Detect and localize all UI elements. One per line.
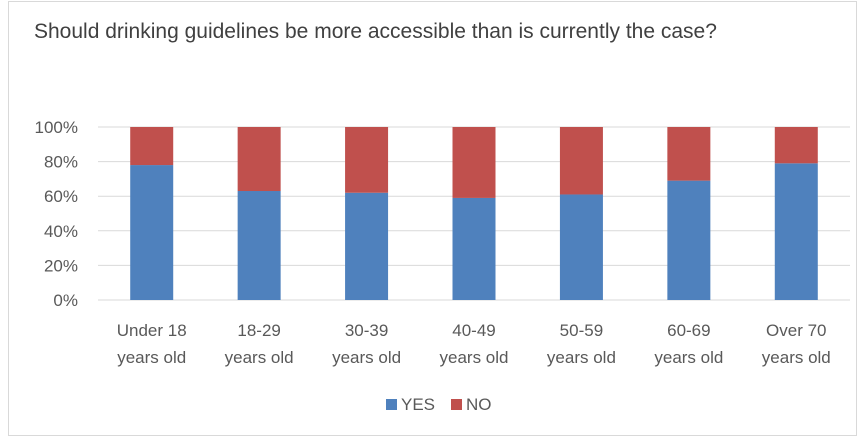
bar-yes (667, 180, 711, 300)
y-tick-label: 100% (35, 118, 78, 137)
y-tick-label: 40% (44, 222, 78, 241)
legend-label-yes: YES (401, 395, 435, 414)
bar-yes (130, 165, 174, 300)
legend: YES NO (386, 395, 492, 414)
x-tick-label: years old (440, 348, 509, 367)
bar-no (774, 127, 818, 164)
x-tick-label: years old (547, 348, 616, 367)
bar-yes (345, 192, 389, 300)
bar-yes (774, 163, 818, 300)
bar-no (237, 127, 281, 192)
bar-yes (559, 194, 603, 300)
y-tick-label: 60% (44, 187, 78, 206)
x-tick-label: 30-39 (345, 321, 388, 340)
x-axis-ticks: Under 18 years old 18-29 years old 30-39 year… (117, 321, 831, 367)
bar-yes (237, 191, 281, 300)
x-tick-label: 18-29 (237, 321, 280, 340)
x-tick-label: years old (225, 348, 294, 367)
x-tick-label: years old (762, 348, 831, 367)
x-tick-label: years old (117, 348, 186, 367)
bar-no (345, 127, 389, 193)
x-tick-label: years old (332, 348, 401, 367)
bar-no (667, 127, 711, 181)
y-tick-label: 0% (53, 291, 78, 310)
bar-no (559, 127, 603, 195)
y-tick-label: 80% (44, 153, 78, 172)
x-tick-label: years old (654, 348, 723, 367)
x-tick-label: 60-69 (667, 321, 710, 340)
y-axis-ticks: 0% 20% 40% 60% 80% 100% (35, 118, 78, 310)
bar-yes (452, 197, 496, 300)
legend-swatch-no (451, 399, 462, 410)
x-tick-label: 40-49 (452, 321, 495, 340)
legend-swatch-yes (386, 399, 397, 410)
legend-label-no: NO (466, 395, 492, 414)
y-tick-label: 20% (44, 256, 78, 275)
bars (130, 127, 818, 300)
bar-no (452, 127, 496, 198)
x-tick-label: 50-59 (560, 321, 603, 340)
bar-no (130, 127, 174, 166)
x-tick-label: Under 18 (117, 321, 187, 340)
chart-title: Should drinking guidelines be more acces… (34, 20, 717, 43)
x-tick-label: Over 70 (766, 321, 826, 340)
